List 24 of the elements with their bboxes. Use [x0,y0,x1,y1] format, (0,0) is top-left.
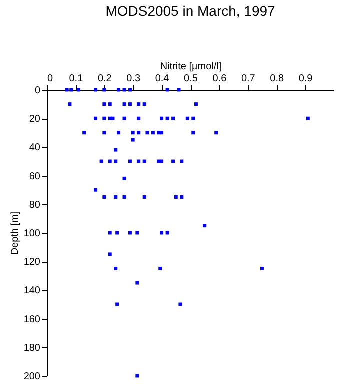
x-tick-label: 0.6 [212,74,228,84]
y-tick-label: 0 [34,86,41,96]
x-tick-label: 0.1 [69,74,84,84]
x-axis-title: Nitrite [µmol/l] [160,62,222,72]
y-tick-label: 200 [24,372,41,382]
x-tick-label: 0.3 [126,74,141,84]
x-tick-label: 0.5 [184,74,198,84]
y-tick-label: 120 [24,257,41,268]
x-tick-label: 0.8 [270,74,284,84]
x-tick-label: 0.9 [298,74,314,84]
y-tick-label: 80 [29,200,41,211]
y-tick-label: 40 [29,142,41,154]
y-tick-label: 20 [29,114,41,126]
y-tick-label: 60 [29,171,41,182]
y-tick-label: 100 [24,228,41,240]
x-tick-label: 0.7 [241,74,256,84]
x-tick-label: 0.4 [155,74,170,84]
chart-title: MODS2005 in March, 1997 [106,3,276,19]
y-tick-label: 180 [24,342,41,354]
x-tick-label: 0.2 [98,74,112,84]
y-tick-label: 160 [24,314,41,326]
y-axis-title: Depth [m] [10,212,21,256]
y-tick-label: 140 [24,286,41,297]
x-tick-label: 0 [48,74,54,84]
